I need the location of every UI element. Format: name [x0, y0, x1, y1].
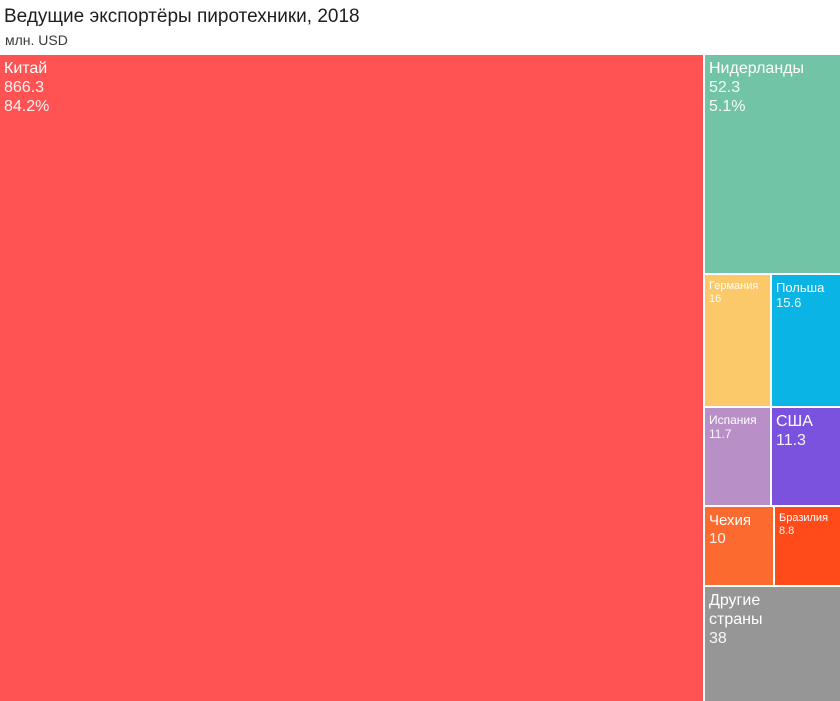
tile-value: 11.3	[776, 431, 806, 449]
tile-value: 8.8	[779, 524, 795, 537]
tile-value: 11.7	[709, 427, 732, 442]
tile-label: США	[776, 413, 813, 430]
chart-subtitle: млн. USD	[5, 32, 68, 48]
treemap-tile: Германия 16	[705, 275, 770, 406]
tile-label: Испания	[709, 413, 757, 427]
tile-label: Китай	[4, 60, 48, 77]
tile-value: 38	[709, 629, 727, 647]
treemap-tile: Испания 11.7	[705, 408, 770, 505]
chart-title: Ведущие экспортёры пиротехники, 2018	[4, 6, 360, 27]
tile-label: Бразилия	[779, 512, 829, 524]
tile-label: Нидерланды	[709, 60, 804, 77]
treemap-tile: Чехия 10	[705, 507, 773, 585]
tile-value: 866.3	[4, 78, 45, 96]
treemap-tile: США 11.3	[772, 408, 840, 505]
treemap-tile: Бразилия 8.8	[775, 507, 840, 585]
tile-label: Германия	[709, 280, 759, 292]
tile-value: 16	[709, 292, 722, 305]
tile-value: 15.6	[776, 295, 802, 311]
treemap-tile: Другие страны 38	[705, 587, 840, 701]
tile-label: Чехия	[709, 512, 752, 529]
tile-label: Другие страны	[709, 592, 763, 628]
tile-share: 84.2%	[4, 97, 50, 115]
treemap-tile: Китай 866.3 84.2%	[0, 55, 703, 701]
treemap-tile: Нидерланды 52.3 5.1%	[705, 55, 840, 273]
tile-share: 5.1%	[709, 97, 746, 115]
treemap-tile: Польша 15.6	[772, 275, 840, 406]
tile-label: Польша	[776, 280, 825, 295]
tile-value: 52.3	[709, 78, 741, 96]
tile-value: 10	[709, 529, 726, 547]
